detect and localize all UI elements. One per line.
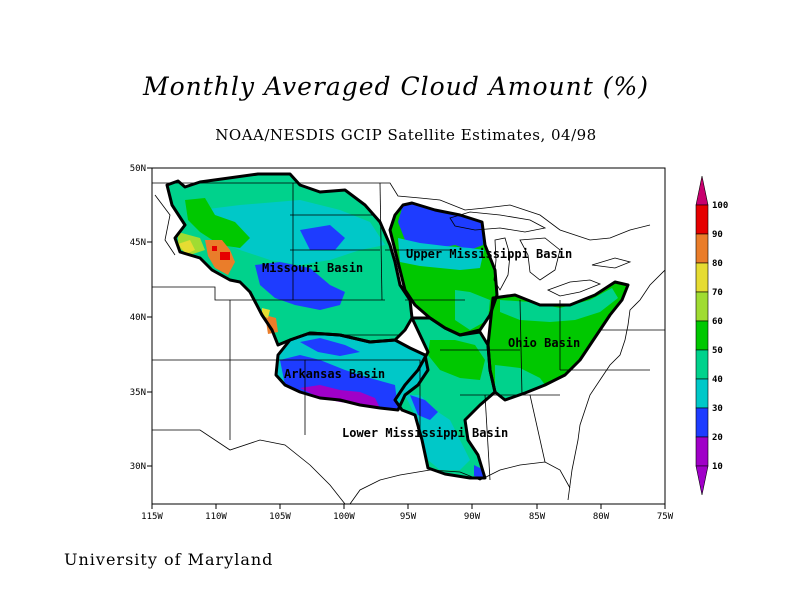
colorbar-labels: 100 90 80 70 60 50 40 30 20 10 bbox=[712, 201, 728, 472]
lower-mississippi-outline bbox=[393, 316, 497, 480]
ohio-teal-zone-2 bbox=[495, 365, 545, 400]
state-line-1 bbox=[152, 286, 258, 301]
arkansas-purple-zone bbox=[300, 385, 380, 408]
gulf-coast-line bbox=[349, 461, 571, 504]
idaho-red-spot-2 bbox=[212, 246, 217, 251]
colorado-orange-zone bbox=[265, 315, 278, 334]
missouri-blue-zone bbox=[255, 262, 345, 310]
lon-tick-label: 80W bbox=[593, 512, 610, 522]
arkansas-basin-outline bbox=[274, 331, 430, 412]
colorbar-label: 50 bbox=[712, 346, 723, 356]
colorbar-bottom-arrow bbox=[695, 465, 709, 496]
colorbar-swatch-80-90 bbox=[695, 204, 709, 235]
east-coast-line bbox=[567, 269, 665, 501]
lat-tick-label: 50N bbox=[130, 164, 146, 174]
lake-ontario-line bbox=[591, 257, 632, 269]
footer-credit: University of Maryland bbox=[64, 550, 274, 569]
colorbar bbox=[695, 175, 709, 496]
lower-mississippi-blue-zone bbox=[410, 395, 438, 420]
chart-title: Monthly Averaged Cloud Amount (%) bbox=[142, 72, 650, 101]
colorbar-label: 80 bbox=[712, 259, 723, 269]
mexico-border-line bbox=[152, 429, 346, 504]
upper-mississippi-cyan-zone bbox=[398, 238, 484, 270]
missouri-cyan-zone bbox=[200, 200, 385, 265]
state-line-16 bbox=[529, 394, 546, 463]
colorbar-swatch-60-70 bbox=[695, 262, 709, 293]
lon-tick-label: 105W bbox=[269, 512, 291, 522]
missouri-blue-zone-2 bbox=[300, 225, 345, 250]
geographic-lines bbox=[152, 182, 665, 504]
ohio-basin-outline bbox=[486, 280, 630, 402]
colorbar-swatch-70-80 bbox=[695, 233, 709, 264]
lake-michigan-line bbox=[493, 237, 511, 291]
basin-label-arkansas: Arkansas Basin bbox=[284, 367, 385, 381]
lon-tick-label: 110W bbox=[205, 512, 227, 522]
lat-tick-label: 40N bbox=[130, 313, 146, 323]
state-line-15 bbox=[484, 394, 491, 481]
canada-border-line bbox=[152, 182, 651, 241]
colorbar-label: 20 bbox=[712, 433, 723, 443]
lake-huron-line bbox=[519, 237, 561, 281]
lake-superior-line bbox=[449, 211, 547, 233]
idaho-yellow-zone bbox=[178, 240, 195, 254]
lower-mississippi-blue-spot bbox=[474, 465, 484, 478]
idaho-red-spot bbox=[220, 252, 230, 260]
basin-label-upper-mississippi: Upper Mississippi Basin bbox=[406, 247, 572, 261]
lon-tick-label: 75W bbox=[657, 512, 674, 522]
state-line-10 bbox=[379, 182, 383, 301]
lat-tick-label: 35N bbox=[130, 388, 146, 398]
upper-mississippi-blue-zone bbox=[398, 203, 483, 250]
state-line-17 bbox=[519, 299, 523, 396]
lake-erie-line bbox=[546, 279, 602, 297]
colorbar-swatch-0-10 bbox=[695, 436, 709, 467]
colorbar-label: 90 bbox=[712, 230, 723, 240]
colorbar-swatch-50-60 bbox=[695, 291, 709, 322]
lon-tick-label: 115W bbox=[141, 512, 163, 522]
state-line-21 bbox=[154, 194, 176, 256]
basin-label-ohio: Ohio Basin bbox=[508, 336, 580, 350]
lon-axis: 115W 110W 105W 100W 95W 90W 85W 80W 75W bbox=[141, 504, 674, 522]
ohio-teal-zone bbox=[500, 288, 618, 322]
colorbar-label: 70 bbox=[712, 288, 723, 298]
lon-tick-label: 95W bbox=[400, 512, 417, 522]
colorbar-top-arrow bbox=[695, 175, 709, 206]
lat-axis: 50N 45N 40N 35N 30N bbox=[130, 164, 152, 472]
colorbar-swatch-10-20 bbox=[695, 407, 709, 438]
lat-tick-label: 30N bbox=[130, 462, 146, 472]
basin-label-missouri: Missouri Basin bbox=[262, 261, 363, 275]
colorbar-label: 10 bbox=[712, 462, 723, 472]
colorbar-label: 100 bbox=[712, 201, 728, 211]
basin-label-lower-mississippi: Lower Mississippi Basin bbox=[342, 426, 508, 440]
lat-tick-label: 45N bbox=[130, 238, 146, 248]
colorbar-label: 30 bbox=[712, 404, 723, 414]
colorbar-swatch-20-30 bbox=[695, 378, 709, 409]
lon-tick-label: 100W bbox=[333, 512, 355, 522]
basin-labels: Missouri Basin Upper Mississippi Basin O… bbox=[262, 247, 580, 440]
colorbar-swatch-40-50 bbox=[695, 320, 709, 351]
lon-tick-label: 85W bbox=[529, 512, 546, 522]
missouri-green-zone bbox=[185, 198, 250, 248]
lon-tick-label: 90W bbox=[464, 512, 481, 522]
cloud-raster bbox=[167, 174, 628, 478]
chart-subtitle: NOAA/NESDIS GCIP Satellite Estimates, 04… bbox=[215, 126, 597, 144]
colorbar-label: 60 bbox=[712, 317, 723, 327]
arkansas-blue-zone-2 bbox=[300, 338, 360, 356]
colorbar-label: 40 bbox=[712, 375, 723, 385]
colorbar-swatch-30-40 bbox=[695, 349, 709, 380]
state-line-9 bbox=[305, 359, 421, 430]
basin-boundaries bbox=[165, 172, 630, 480]
